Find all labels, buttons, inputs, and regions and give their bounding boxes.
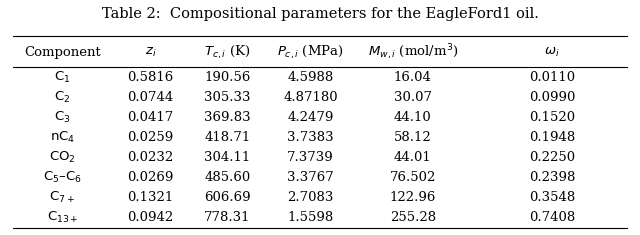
Text: 369.83: 369.83	[204, 111, 250, 124]
Text: 0.2398: 0.2398	[529, 171, 575, 184]
Text: 0.0110: 0.0110	[529, 70, 575, 83]
Text: 0.1520: 0.1520	[529, 111, 575, 124]
Text: 2.7083: 2.7083	[287, 191, 333, 204]
Text: 30.07: 30.07	[394, 91, 432, 104]
Text: 485.60: 485.60	[204, 171, 250, 184]
Text: 0.1948: 0.1948	[529, 131, 575, 144]
Text: 778.31: 778.31	[204, 212, 250, 224]
Text: $\mathrm{C}_{7+}$: $\mathrm{C}_{7+}$	[49, 190, 76, 205]
Text: 3.7383: 3.7383	[287, 131, 333, 144]
Text: $\mathrm{CO}_2$: $\mathrm{CO}_2$	[49, 150, 76, 165]
Text: 606.69: 606.69	[204, 191, 250, 204]
Text: 0.1321: 0.1321	[127, 191, 173, 204]
Text: $\mathrm{C}_3$: $\mathrm{C}_3$	[54, 110, 70, 125]
Text: 0.2250: 0.2250	[529, 151, 575, 164]
Text: $z_i$: $z_i$	[145, 46, 156, 59]
Text: $\mathrm{C}_2$: $\mathrm{C}_2$	[54, 90, 70, 105]
Text: 255.28: 255.28	[390, 212, 436, 224]
Text: 190.56: 190.56	[204, 70, 250, 83]
Text: $P_{c,i}$ (MPa): $P_{c,i}$ (MPa)	[277, 43, 344, 61]
Text: $M_{w,i}$ (mol/m$^3$): $M_{w,i}$ (mol/m$^3$)	[367, 42, 458, 62]
Text: 0.0990: 0.0990	[529, 91, 575, 104]
Text: 0.0232: 0.0232	[127, 151, 173, 164]
Text: 122.96: 122.96	[390, 191, 436, 204]
Text: 0.0942: 0.0942	[127, 212, 173, 224]
Text: $\mathrm{nC}_4$: $\mathrm{nC}_4$	[50, 130, 75, 145]
Text: 44.01: 44.01	[394, 151, 431, 164]
Text: 4.87180: 4.87180	[283, 91, 338, 104]
Text: Table 2:  Compositional parameters for the EagleFord1 oil.: Table 2: Compositional parameters for th…	[102, 7, 538, 21]
Text: $\mathrm{C}_1$: $\mathrm{C}_1$	[54, 70, 70, 85]
Text: $\mathrm{C}_5$–$\mathrm{C}_6$: $\mathrm{C}_5$–$\mathrm{C}_6$	[43, 170, 82, 185]
Text: 0.0269: 0.0269	[127, 171, 173, 184]
Text: 0.5816: 0.5816	[127, 70, 173, 83]
Text: 7.3739: 7.3739	[287, 151, 334, 164]
Text: 44.10: 44.10	[394, 111, 431, 124]
Text: 0.7408: 0.7408	[529, 212, 575, 224]
Text: 0.0744: 0.0744	[127, 91, 173, 104]
Text: $T_{c,i}$ (K): $T_{c,i}$ (K)	[204, 43, 250, 61]
Text: 3.3767: 3.3767	[287, 171, 334, 184]
Text: 16.04: 16.04	[394, 70, 432, 83]
Text: 0.0259: 0.0259	[127, 131, 173, 144]
Text: 305.33: 305.33	[204, 91, 250, 104]
Text: 418.71: 418.71	[204, 131, 250, 144]
Text: Component: Component	[24, 46, 100, 59]
Text: 4.5988: 4.5988	[287, 70, 333, 83]
Text: 1.5598: 1.5598	[287, 212, 333, 224]
Text: 0.3548: 0.3548	[529, 191, 575, 204]
Text: 58.12: 58.12	[394, 131, 431, 144]
Text: $\mathrm{C}_{13+}$: $\mathrm{C}_{13+}$	[47, 210, 78, 225]
Text: 4.2479: 4.2479	[287, 111, 333, 124]
Text: 0.0417: 0.0417	[127, 111, 173, 124]
Text: $\omega_i$: $\omega_i$	[544, 46, 560, 59]
Text: 76.502: 76.502	[390, 171, 436, 184]
Text: 304.11: 304.11	[204, 151, 250, 164]
